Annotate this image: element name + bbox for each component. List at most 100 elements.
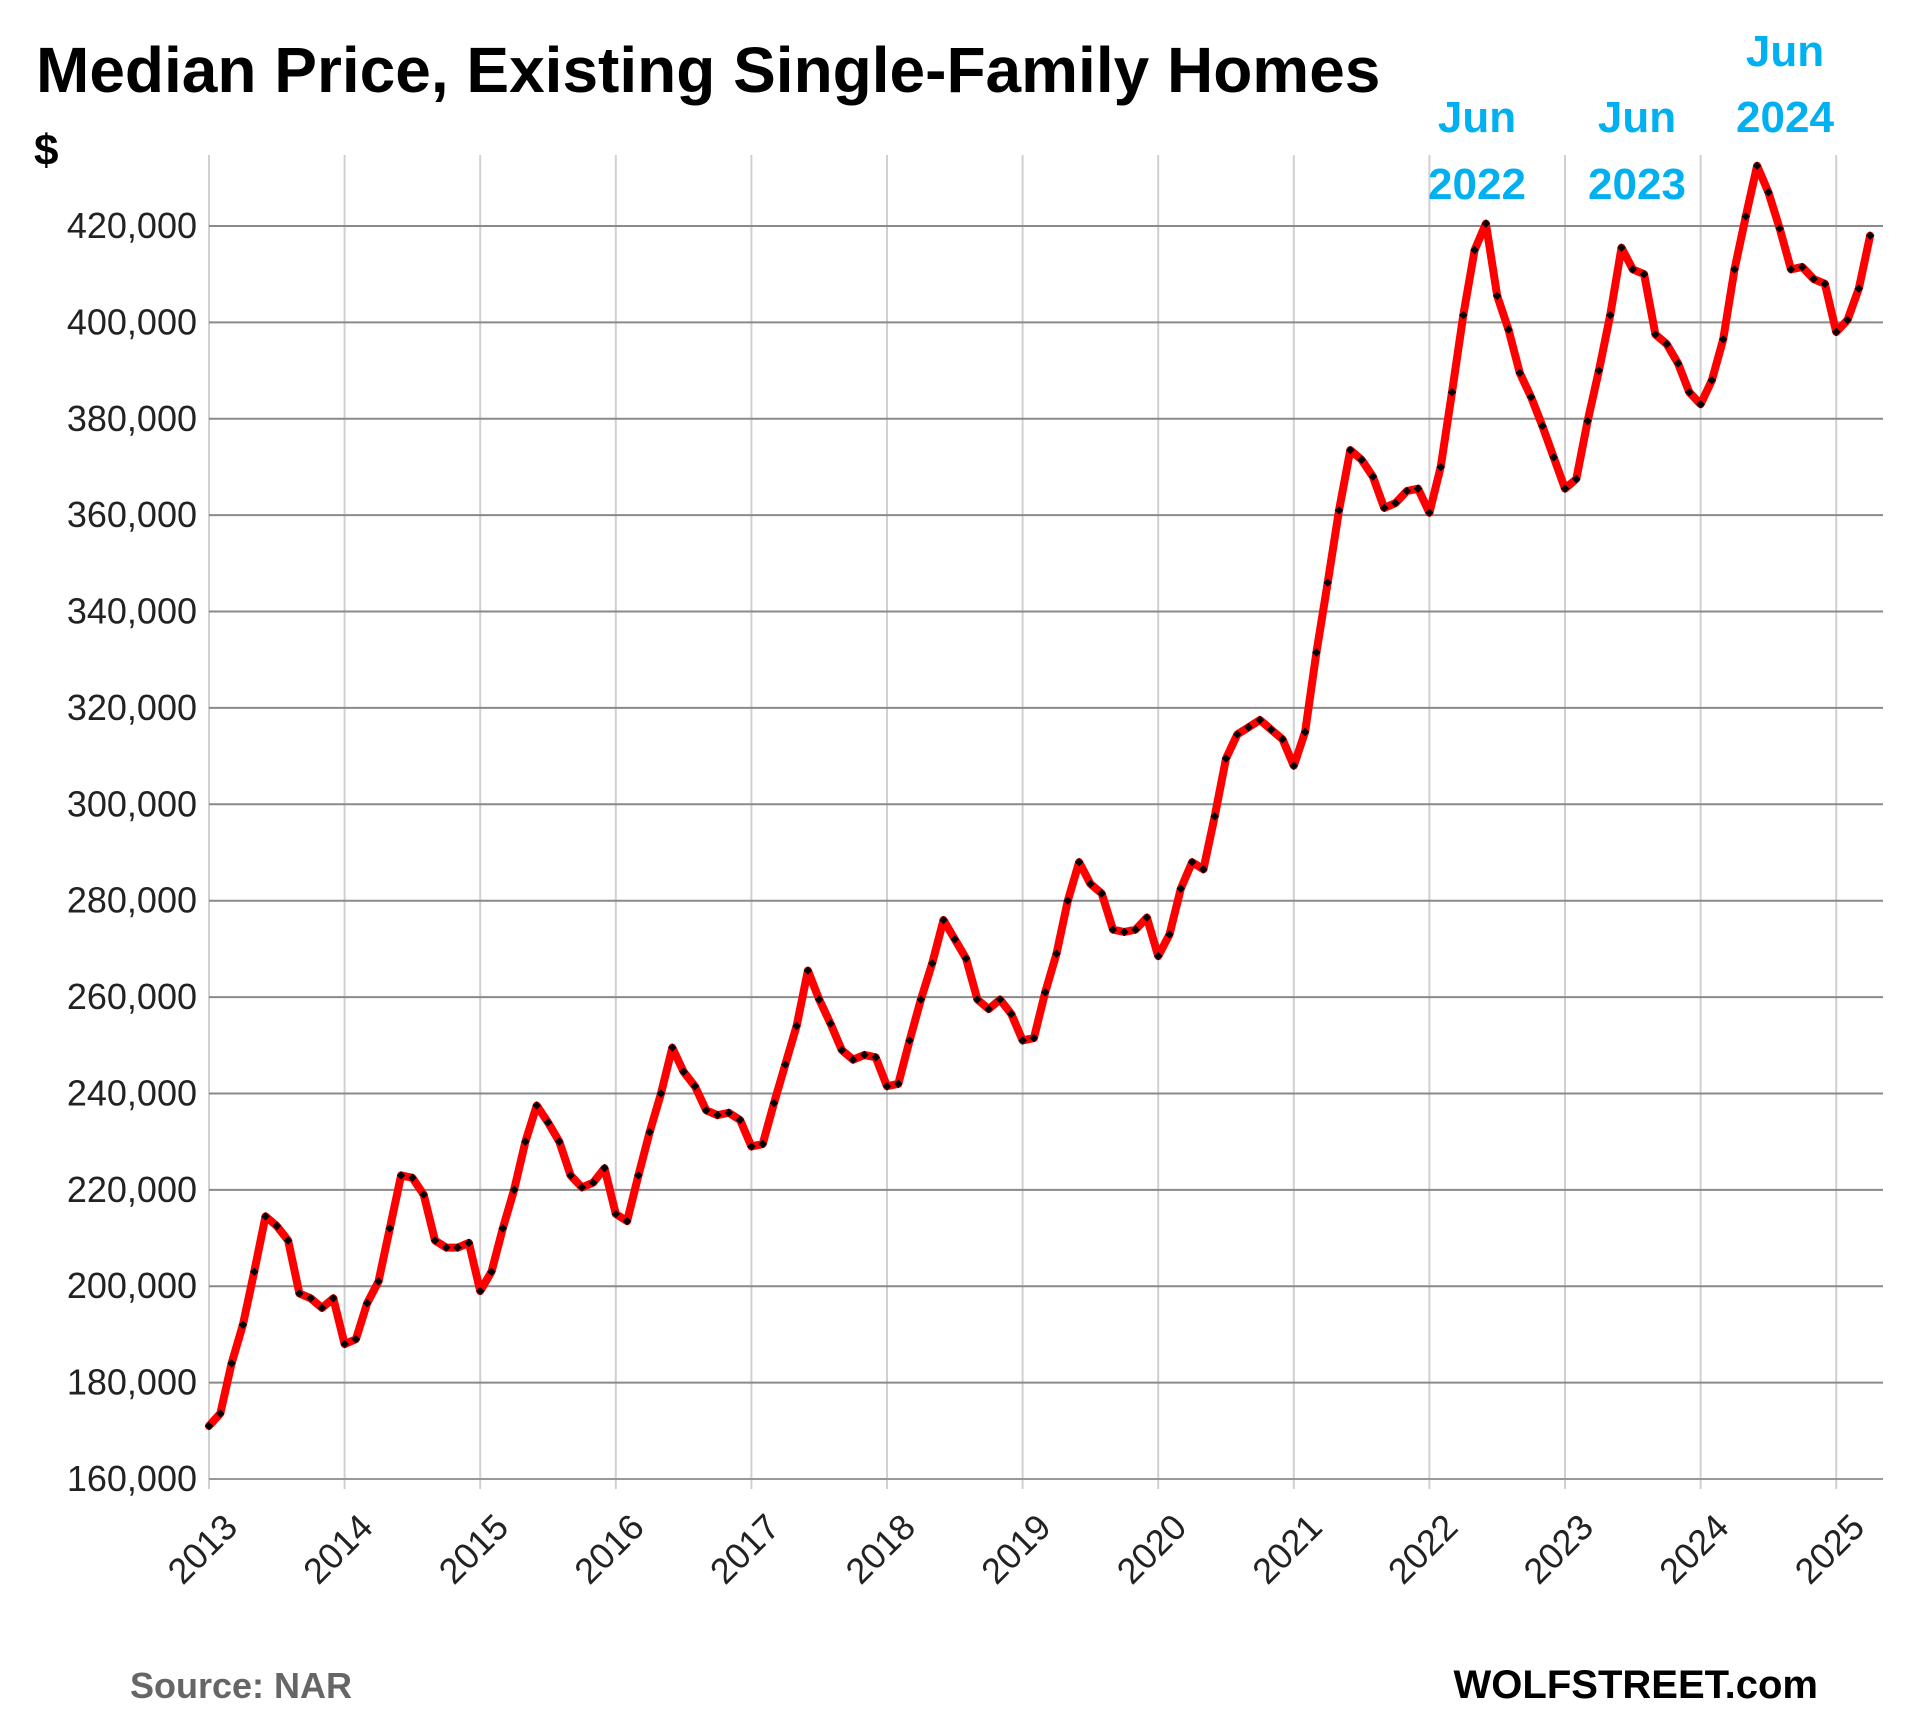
y-tick-label: 260,000 — [67, 976, 197, 1017]
data-point — [679, 1067, 688, 1077]
data-point — [1605, 310, 1615, 320]
annotations: Jun 2022 Jun 2023 Jun 2024 — [1428, 27, 1834, 209]
data-point — [701, 1106, 711, 1115]
data-point — [645, 1127, 654, 1137]
x-tick-label: 2017 — [702, 1506, 788, 1592]
data-point — [1718, 335, 1728, 344]
brand-watermark: WOLFSTREET.com — [1454, 1663, 1818, 1707]
data-point — [826, 1019, 835, 1028]
data-point — [1831, 327, 1841, 337]
data-point — [1639, 269, 1649, 279]
annotation-year-2022: 2022 — [1428, 160, 1526, 209]
x-tick-label: 2021 — [1244, 1506, 1330, 1592]
data-point — [1549, 453, 1558, 462]
x-tick-label: 2013 — [159, 1506, 245, 1592]
y-tick-label: 380,000 — [67, 398, 197, 439]
data-point — [1199, 865, 1208, 874]
x-tick-label: 2016 — [566, 1506, 652, 1592]
data-point — [487, 1267, 496, 1277]
data-point — [1108, 925, 1118, 934]
y-tick-label: 240,000 — [67, 1072, 197, 1113]
data-point — [1255, 715, 1265, 725]
data-point — [690, 1081, 700, 1091]
annotation-year-2023: 2023 — [1588, 160, 1686, 209]
y-tick-label: 420,000 — [67, 205, 197, 246]
data-point — [543, 1118, 553, 1127]
data-point — [622, 1216, 632, 1226]
data-point — [927, 959, 937, 968]
data-point — [894, 1079, 903, 1089]
data-point — [498, 1224, 508, 1233]
data-point — [1798, 262, 1807, 272]
data-point — [351, 1334, 361, 1344]
data-point — [295, 1289, 304, 1298]
data-point — [1052, 949, 1061, 958]
data-point — [1063, 896, 1073, 905]
data-point — [1312, 648, 1321, 657]
annotation-year-2024: 2024 — [1736, 93, 1834, 142]
data-point — [1696, 400, 1705, 409]
x-tick-label: 2020 — [1109, 1506, 1195, 1592]
data-point — [656, 1089, 666, 1098]
annotation-label-2022: Jun — [1438, 93, 1516, 142]
data-point — [1142, 913, 1152, 922]
data-point — [1583, 416, 1592, 426]
data-point — [1786, 265, 1796, 274]
data-point — [306, 1294, 315, 1303]
y-tick-label: 180,000 — [67, 1362, 197, 1403]
y-tick-label: 300,000 — [67, 783, 197, 824]
data-point — [973, 995, 982, 1004]
data-point — [1131, 925, 1140, 934]
data-point — [453, 1243, 462, 1252]
series-line — [205, 161, 1875, 1430]
data-point — [1221, 754, 1231, 763]
data-point — [1266, 725, 1276, 734]
data-point — [837, 1045, 847, 1055]
grid — [208, 155, 1883, 1489]
data-point — [769, 1098, 779, 1108]
data-point — [984, 1004, 993, 1014]
data-point — [860, 1050, 869, 1060]
data-point — [1594, 366, 1604, 375]
data-point — [758, 1139, 767, 1149]
data-point — [1628, 265, 1638, 274]
data-point — [385, 1224, 395, 1233]
data-point — [1097, 889, 1106, 898]
data-point — [1843, 315, 1852, 325]
data-point — [1323, 578, 1332, 587]
data-point — [1730, 265, 1739, 274]
data-point — [1379, 503, 1389, 513]
data-point — [1007, 1009, 1016, 1019]
y-tick-label: 280,000 — [67, 880, 197, 921]
x-tick-label: 2014 — [295, 1506, 381, 1592]
data-point — [634, 1171, 643, 1180]
y-axis-label: $ — [34, 126, 58, 175]
data-point — [747, 1142, 756, 1151]
data-point — [555, 1137, 564, 1146]
data-point — [1685, 388, 1694, 397]
data-point — [939, 915, 948, 925]
data-point — [1651, 330, 1660, 339]
x-axis: 2013 2014 2015 2016 2017 2018 2019 2020 2021 2022… — [159, 1506, 1872, 1592]
data-point — [916, 995, 926, 1004]
data-point — [1820, 279, 1830, 289]
data-point — [1402, 486, 1412, 496]
data-point — [1515, 368, 1525, 378]
data-point — [1244, 722, 1253, 732]
data-point — [1413, 484, 1423, 493]
y-axis: 160,000 180,000 200,000 220,000 240,000 260,0… — [67, 205, 197, 1499]
data-point — [430, 1236, 440, 1245]
data-point — [950, 935, 960, 944]
data-point — [283, 1236, 293, 1245]
data-point — [1210, 812, 1219, 821]
x-tick-label: 2023 — [1515, 1506, 1601, 1592]
x-tick-label: 2019 — [973, 1506, 1059, 1592]
data-point — [419, 1190, 428, 1199]
data-point — [668, 1043, 677, 1052]
data-point — [1368, 472, 1378, 481]
data-point — [1346, 445, 1355, 455]
data-point — [1436, 462, 1445, 472]
chart-title: Median Price, Existing Single-Family Hom… — [36, 34, 1380, 106]
data-point — [1538, 421, 1547, 431]
